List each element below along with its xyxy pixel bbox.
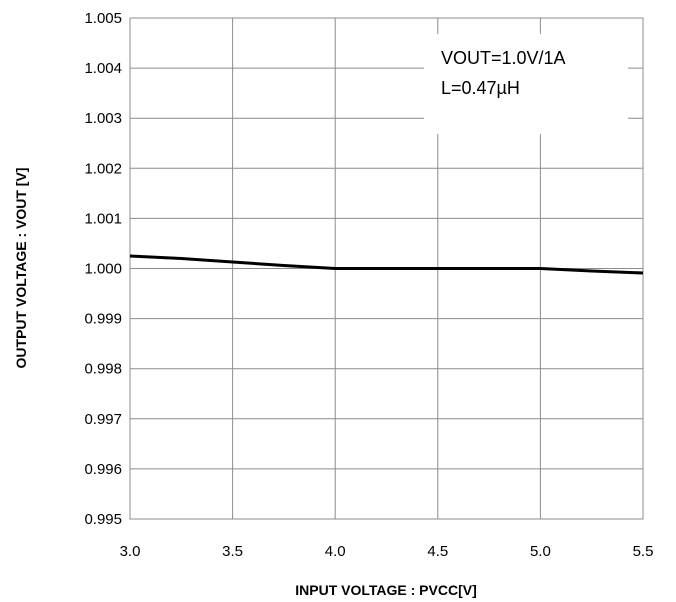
y-axis-title: OUTPUT VOLTAGE : VOUT [V] bbox=[13, 168, 29, 369]
plot-frame bbox=[129, 17, 644, 520]
plot-border bbox=[129, 17, 644, 520]
y-tick-label: 0.999 bbox=[84, 311, 122, 328]
annotation-background bbox=[424, 34, 628, 134]
y-tick-label: 0.995 bbox=[84, 511, 122, 528]
x-tick-label: 3.0 bbox=[120, 543, 141, 560]
y-tick-label: 1.002 bbox=[84, 160, 122, 177]
y-tick-label: 0.997 bbox=[84, 411, 122, 428]
series-line bbox=[129, 254, 644, 275]
x-tick-label: 4.5 bbox=[427, 543, 448, 560]
y-tick-label: 0.998 bbox=[84, 361, 122, 378]
annotation-box: VOUT=1.0V/1A L=0.47µH bbox=[424, 34, 628, 134]
y-tick-label: 1.005 bbox=[84, 10, 122, 27]
series-layer bbox=[129, 254, 644, 275]
x-axis-title: INPUT VOLTAGE : PVCC[V] bbox=[295, 582, 476, 598]
x-tick-label: 5.0 bbox=[530, 543, 551, 560]
y-tick-label: 1.003 bbox=[84, 110, 122, 127]
annotation-line-1: VOUT=1.0V/1A bbox=[441, 48, 566, 68]
y-tick-labels: 0.995 0.996 0.997 0.998 0.999 1.000 1.001 1.002… bbox=[84, 10, 122, 528]
annotation-line-2: L=0.47µH bbox=[441, 78, 520, 98]
y-tick-label: 1.000 bbox=[84, 261, 122, 278]
y-tick-label: 1.001 bbox=[84, 210, 122, 227]
x-tick-label: 3.5 bbox=[222, 543, 243, 560]
x-tick-labels: 3.0 3.5 4.0 4.5 5.0 5.5 bbox=[120, 543, 654, 560]
x-tick-label: 4.0 bbox=[325, 543, 346, 560]
y-tick-label: 1.004 bbox=[84, 60, 122, 77]
x-tick-label: 5.5 bbox=[633, 543, 654, 560]
y-tick-label: 0.996 bbox=[84, 461, 122, 478]
